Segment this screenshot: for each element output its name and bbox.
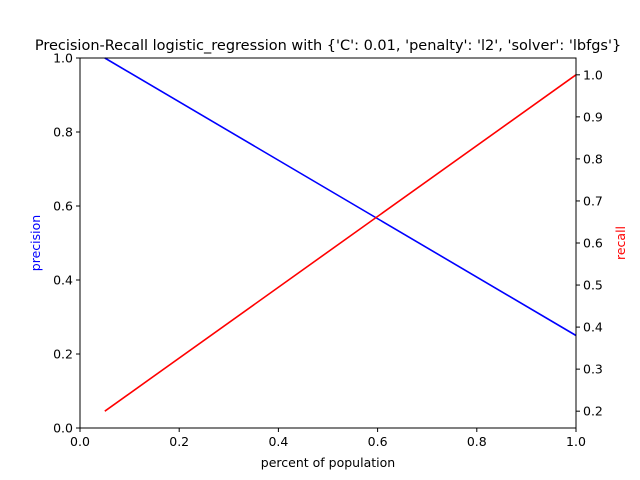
chart-title: Precision-Recall logistic_regression wit… [35,38,621,54]
right-y-tick-label: 0.3 [583,362,603,377]
left-y-tick-label: 0.2 [53,347,73,362]
right-y-tick-label: 0.4 [583,320,603,335]
x-tick-label: 0.4 [268,434,288,449]
x-axis-ticks: 0.0 0.2 0.4 0.6 0.8 1.0 [70,428,586,449]
right-y-tick-label: 1.0 [583,67,603,82]
recall-line [104,74,577,412]
right-y-tick-label: 0.8 [583,151,603,166]
right-y-axis-label: recall [613,226,628,260]
x-axis-label: percent of population [261,455,395,470]
right-y-tick-label: 0.7 [583,193,603,208]
left-y-tick-label: 0.8 [53,125,73,140]
left-y-tick-label: 0.6 [53,199,73,214]
left-y-tick-label: 0.0 [53,421,73,436]
x-tick-label: 0.0 [70,434,90,449]
plot-lines [104,57,577,412]
left-y-axis-ticks: 0.0 0.2 0.4 0.6 0.8 1.0 [53,51,80,436]
right-y-tick-label: 0.9 [583,109,603,124]
left-y-tick-label: 1.0 [53,51,73,66]
precision-line [104,57,577,337]
x-tick-label: 0.8 [467,434,487,449]
left-y-axis-label: precision [28,215,43,271]
x-tick-label: 0.2 [169,434,189,449]
right-y-tick-label: 0.2 [583,404,603,419]
right-y-axis-ticks: 0.2 0.3 0.4 0.5 0.6 0.7 0.8 0.9 1.0 [576,67,603,419]
right-y-tick-label: 0.6 [583,236,603,251]
left-y-tick-label: 0.4 [53,273,73,288]
x-tick-label: 0.6 [368,434,388,449]
right-y-tick-label: 0.5 [583,278,603,293]
x-tick-label: 1.0 [566,434,586,449]
